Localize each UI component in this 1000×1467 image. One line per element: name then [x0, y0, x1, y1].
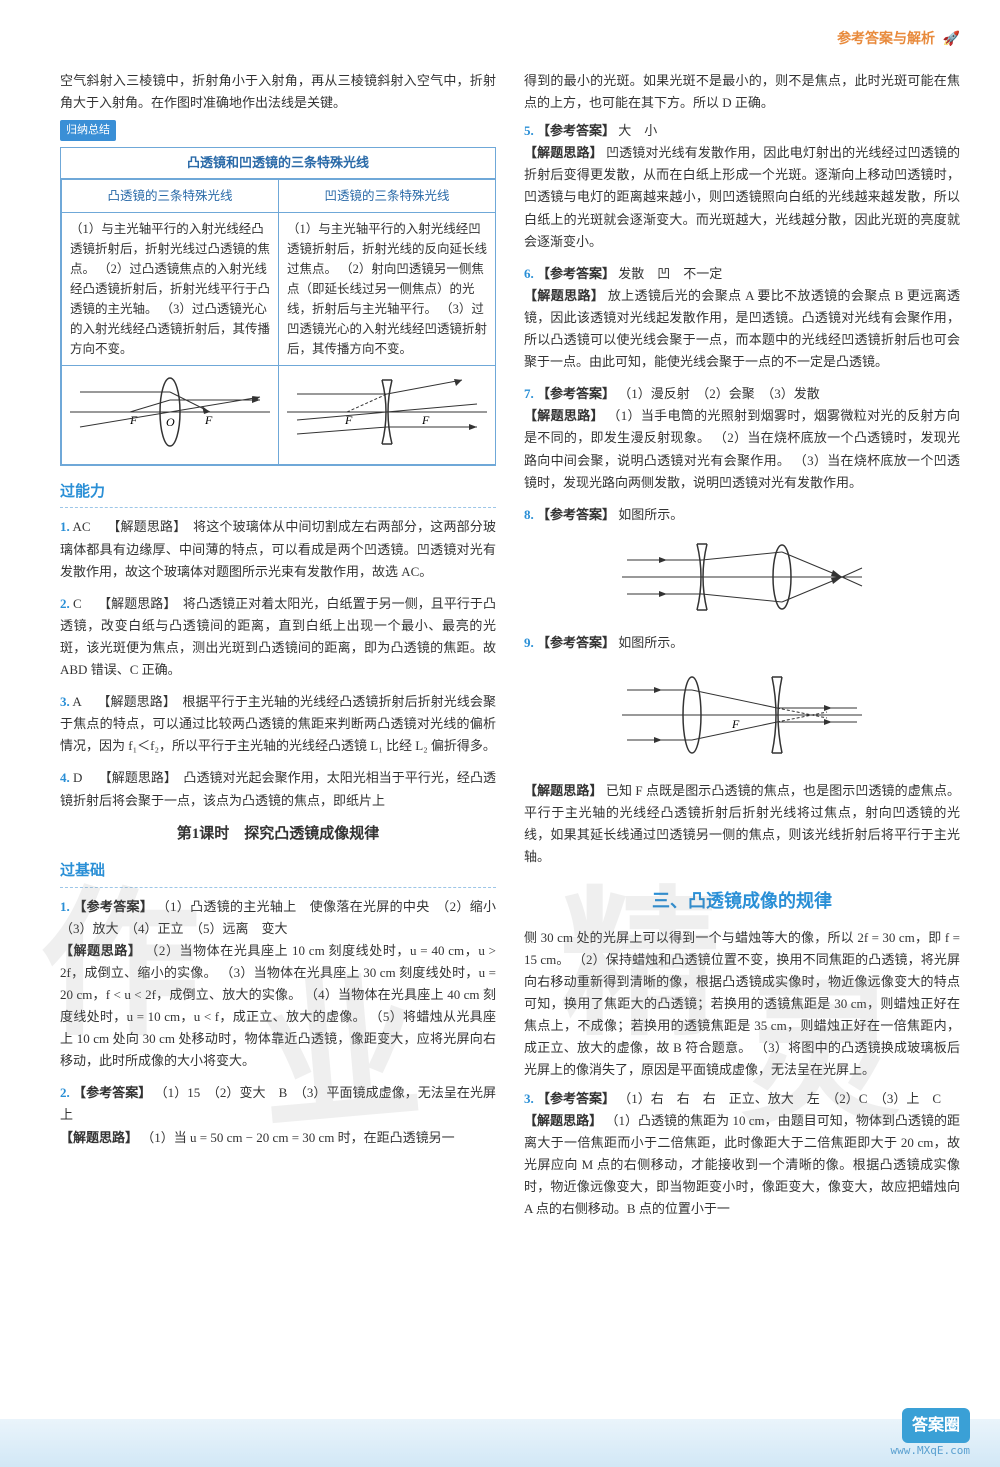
- b3-expl-label: 【解题思路】: [524, 1113, 602, 1128]
- summary-box: 凸透镜和凹透镜的三条特殊光线 凸透镜的三条特殊光线 凹透镜的三条特殊光线 （1）…: [60, 147, 496, 466]
- b2: 2. 【参考答案】 （1）15 （2）变大 B （3）平面镜成虚像，无法呈在光屏…: [60, 1082, 496, 1148]
- b3-ans: （1）右 右 右 正立、放大 左 （2）C （3）上 C: [618, 1091, 941, 1106]
- q9-expl-label: 【解题思路】: [524, 783, 603, 798]
- q3: 3. A 【解题思路】 根据平行于主光轴的光线经凸透镜折射后折射光线会聚于焦点的…: [60, 691, 496, 757]
- b2-num: 2.: [60, 1085, 70, 1100]
- q7: 7. 【参考答案】 （1）漫反射 （2）会聚 （3）发散 【解题思路】 （1）当…: [524, 383, 960, 493]
- cont2-text: 侧 30 cm 处的光屏上可以得到一个与蜡烛等大的像，所以 2f = 30 cm…: [524, 927, 960, 1082]
- q9-num: 9.: [524, 635, 534, 650]
- th-concave: 凹透镜的三条特殊光线: [279, 179, 496, 212]
- q1-expl: 【解题思路】 将这个玻璃体从中间切割成左右两部分，这两部分玻璃体都具有边缘厚、中…: [60, 519, 496, 578]
- section-ability: 过能力: [60, 480, 496, 509]
- q1-num: 1.: [60, 519, 70, 534]
- intro-text: 空气斜射入三棱镜中，折射角小于入射角，再从三棱镜斜射入空气中，折射角大于入射角。…: [60, 70, 496, 114]
- q8-num: 8.: [524, 507, 534, 522]
- summary-table: 凸透镜的三条特殊光线 凹透镜的三条特殊光线 （1）与主光轴平行的入射光线经凸透镜…: [61, 179, 496, 465]
- th-convex: 凸透镜的三条特殊光线: [62, 179, 279, 212]
- concave-diagram: F F: [279, 365, 496, 464]
- q1-ans: AC: [72, 519, 90, 534]
- q9-ans: 如图所示。: [618, 635, 683, 650]
- convex-diagram: F F O: [62, 365, 279, 464]
- section-basic: 过基础: [60, 859, 496, 888]
- b2-expl-label: 【解题思路】: [60, 1130, 138, 1145]
- q5-expl: 凹透镜对光线有发散作用，因此电灯射出的光线经过凹透镜的折射后变得更发散，从而在白…: [524, 145, 960, 248]
- q8: 8. 【参考答案】 如图所示。: [524, 504, 960, 622]
- b3-label: 【参考答案】: [537, 1091, 615, 1106]
- td-concave-rules: （1）与主光轴平行的入射光线经凹透镜折射后，折射光线的反向延长线过焦点。 （2）…: [279, 212, 496, 365]
- q7-ans: （1）漫反射 （2）会聚 （3）发散: [618, 386, 820, 401]
- rocket-icon: 🚀: [943, 32, 960, 47]
- q7-num: 7.: [524, 386, 534, 401]
- q6: 6. 【参考答案】 发散 凹 不一定 【解题思路】 放上透镜后光的会聚点 A 要…: [524, 263, 960, 373]
- chapter-title: 三、凸透镜成像的规律: [524, 886, 960, 917]
- b1: 1. 【参考答案】 （1）凸透镜的主光轴上 使像落在光屏的中央 （2）缩小 （3…: [60, 896, 496, 1073]
- q2-expl: 【解题思路】 将凸透镜正对着太阳光，白纸置于另一侧，且平行于凸透镜，改变白纸与凸…: [60, 596, 496, 677]
- b3-num: 3.: [524, 1091, 534, 1106]
- q6-label: 【参考答案】: [537, 266, 615, 281]
- q7-label: 【参考答案】: [537, 386, 615, 401]
- q7-expl-label: 【解题思路】: [524, 408, 604, 423]
- svg-text:F: F: [204, 413, 213, 427]
- q6-expl-label: 【解题思路】: [524, 288, 604, 303]
- footer-url: www.MXqE.com: [891, 1442, 970, 1461]
- summary-tag: 归纳总结: [60, 120, 116, 141]
- subsection-title: 第1课时 探究凸透镜成像规律: [60, 822, 496, 848]
- q3-ans: A: [72, 694, 81, 709]
- q2-ans: C: [73, 596, 82, 611]
- footer-logo: 答案圈: [902, 1408, 970, 1443]
- summary-title: 凸透镜和凹透镜的三条特殊光线: [61, 148, 495, 179]
- right-column: 得到的最小的光斑。如果光斑不是最小的，则不是焦点，此时光斑可能在焦点的上方，也可…: [524, 70, 960, 1230]
- q8-label: 【参考答案】: [537, 507, 615, 522]
- td-convex-rules: （1）与主光轴平行的入射光线经凸透镜折射后，折射光线过凸透镜的焦点。 （2）过凸…: [62, 212, 279, 365]
- b2-expl: （1）当 u = 50 cm − 20 cm = 30 cm 时，在距凸透镜另一: [141, 1130, 454, 1145]
- b1-num: 1.: [60, 899, 70, 914]
- q1: 1. AC 【解题思路】 将这个玻璃体从中间切割成左右两部分，这两部分玻璃体都具…: [60, 516, 496, 582]
- q4-ans: D: [73, 770, 82, 785]
- q8-figure: [612, 532, 872, 622]
- q8-ans: 如图所示。: [618, 507, 683, 522]
- q5-num: 5.: [524, 123, 534, 138]
- q6-num: 6.: [524, 266, 534, 281]
- q4-num: 4.: [60, 770, 70, 785]
- q9-figure: F: [612, 660, 872, 770]
- b1-expl: （2）当物体在光具座上 10 cm 刻度线处时，u = 40 cm，u > 2f…: [60, 943, 496, 1068]
- q3-expl: 【解题思路】 根据平行于主光轴的光线经凸透镜折射后折射光线会聚于焦点的特点，可以…: [60, 694, 496, 753]
- q4-expl: 【解题思路】 凸透镜对光起会聚作用，太阳光相当于平行光，经凸透镜折射后将会聚于一…: [60, 770, 496, 807]
- left-column: 空气斜射入三棱镜中，折射角小于入射角，再从三棱镜斜射入空气中，折射角大于入射角。…: [60, 70, 496, 1230]
- svg-text:F: F: [731, 717, 740, 731]
- q5-expl-label: 【解题思路】: [524, 145, 603, 160]
- q9-label: 【参考答案】: [537, 635, 615, 650]
- cont-text: 得到的最小的光斑。如果光斑不是最小的，则不是焦点，此时光斑可能在焦点的上方，也可…: [524, 70, 960, 114]
- q3-num: 3.: [60, 694, 70, 709]
- q5-ans: 大 小: [618, 123, 657, 138]
- q5: 5. 【参考答案】 大 小 【解题思路】 凹透镜对光线有发散作用，因此电灯射出的…: [524, 120, 960, 253]
- footer-strip: [0, 1419, 1000, 1467]
- q5-label: 【参考答案】: [537, 123, 615, 138]
- q2: 2. C 【解题思路】 将凸透镜正对着太阳光，白纸置于另一侧，且平行于凸透镜，改…: [60, 593, 496, 681]
- svg-text:F: F: [129, 413, 138, 427]
- q9: 9. 【参考答案】 如图所示。 F 【解题思路】 已知 F 点既是图示凸透镜的焦…: [524, 632, 960, 868]
- page-header: 参考答案与解析: [837, 32, 935, 47]
- q6-ans: 发散 凹 不一定: [618, 266, 722, 281]
- b3: 3. 【参考答案】 （1）右 右 右 正立、放大 左 （2）C （3）上 C 【…: [524, 1088, 960, 1221]
- b1-expl-label: 【解题思路】: [60, 943, 141, 958]
- q4: 4. D 【解题思路】 凸透镜对光起会聚作用，太阳光相当于平行光，经凸透镜折射后…: [60, 767, 496, 811]
- svg-text:F: F: [421, 413, 430, 427]
- b1-label: 【参考答案】: [73, 899, 153, 914]
- b2-label: 【参考答案】: [73, 1085, 151, 1100]
- q2-num: 2.: [60, 596, 70, 611]
- svg-text:O: O: [166, 415, 175, 429]
- b3-expl: （1）凸透镜的焦距为 10 cm，由题目可知，物体到凸透镜的距离大于一倍焦距而小…: [524, 1113, 960, 1216]
